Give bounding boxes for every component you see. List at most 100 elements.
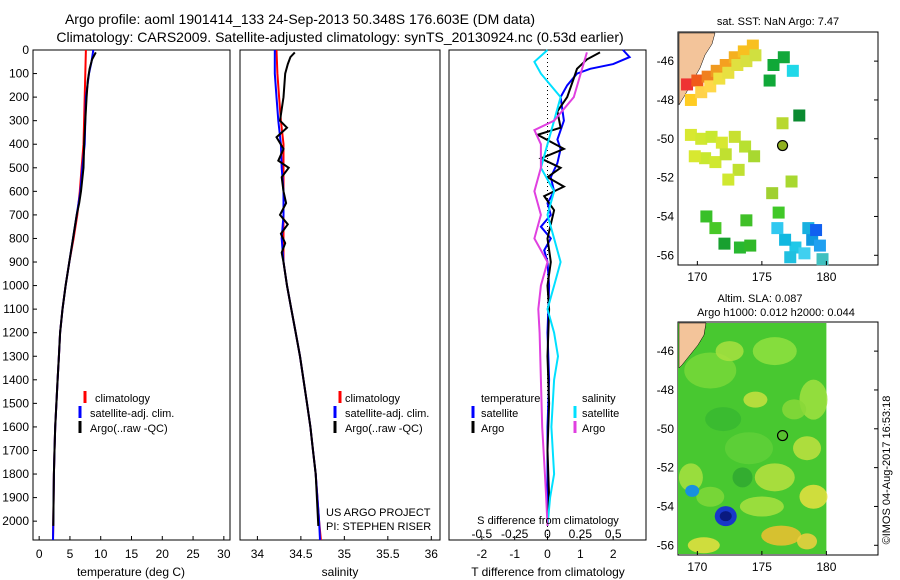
sla-anomaly-blob [782,399,807,420]
sst-map-cells [678,32,829,266]
temperature-tick-label: 20 [156,547,170,561]
s-difference-tick-label: 0 [544,527,551,541]
sst-cell [688,150,701,163]
sst-cell [798,247,811,260]
legend-label-s-argo: Argo [582,423,605,435]
legend-label-argo: Argo(..raw -QC) [345,423,423,435]
sla-anomaly-blob [793,436,822,461]
s-difference-tick-labels: -0.5 -0.25 0 0.25 0.5 [471,527,621,541]
lon-tick-label: 170 [687,270,707,284]
sla-anomaly-blob [754,463,795,492]
depth-tick-label: 800 [9,231,29,245]
depth-tick-label: 2000 [2,514,29,528]
depth-tick-label: 500 [9,161,29,175]
depth-tick-label: 1500 [2,396,29,410]
series-line-argo [52,51,97,526]
salinity-tick-label: 35 [338,547,352,561]
sst-cell [718,237,731,250]
pi-label: PI: STEPHEN RISER [326,521,431,533]
lat-tick-label: -54 [657,499,675,513]
lat-tick-label: -48 [657,383,675,397]
sst-cell [816,253,829,266]
difference-panel: -2 -1 0 1 2 -0.5 -0.25 0 0.25 0.5 S difference f… [448,49,647,579]
legend-label-climatology: climatology [345,393,401,405]
depth-tick-label: 1900 [2,491,29,505]
sst-cell [713,72,726,85]
sst-cell [776,117,789,130]
sla-map-lat-labels: -46 -48 -50 -52 -54 -56 [657,344,878,552]
legend-label-s-satellite: satellite [582,408,619,420]
s-difference-tick-label: 0.5 [605,527,622,541]
legend-label-satellite: satellite-adj. clim. [345,408,429,420]
lat-tick-label: -46 [657,344,675,358]
s-difference-tick-label: 0.25 [569,527,593,541]
sla-map-title-line1: Altim. SLA: 0.087 [718,293,803,305]
sst-cell [695,86,708,99]
t-difference-tick-label: 1 [577,547,584,561]
sst-cell [746,39,759,52]
sst-cell [785,175,798,188]
sla-anomaly-blob [739,496,784,517]
imos-watermark: ©IMOS 04-Aug-2017 16:53:18 [881,396,893,545]
depth-tick-label: 0 [22,43,29,57]
depth-tick-label: 1800 [2,467,29,481]
difference-series [533,49,632,526]
sst-cell [789,241,802,254]
sla-anomaly-blob [687,537,720,554]
depth-tick-labels: 0 100 200 300 400 500 600 700 800 900 1000 1100 1200… [2,43,37,528]
temperature-panel: 0100200300400500600700800900100011001200… [2,43,231,579]
sst-map-title: sat. SST: NaN Argo: 7.47 [717,16,839,28]
lon-tick-label: 180 [816,270,836,284]
sst-cell [767,59,780,72]
temperature-tick-label: 0 [36,547,43,561]
sla-low-core [719,511,732,522]
lon-tick-label: 175 [752,560,772,574]
series-line-argo [275,51,320,526]
sst-cell [728,130,741,143]
temperature-tick-label: 5 [67,547,74,561]
sst-cell [793,109,806,122]
sla-anomaly-blob [715,341,744,362]
sst-cell [749,49,762,62]
salinity-tick-label: 34.5 [289,547,313,561]
sla-low-blob-small [685,484,700,497]
series-line-s_satellite [533,49,562,526]
legend-title-salinity: salinity [582,393,616,405]
lat-tick-label: -52 [657,461,675,475]
sst-cell [722,173,735,186]
sst-cell [695,132,708,145]
depth-tick-label: 600 [9,184,29,198]
sst-cell [719,148,732,161]
sla-anomaly-blob [678,463,703,492]
legend-label-climatology: climatology [95,393,151,405]
sst-cell [779,233,792,246]
salinity-series [273,49,322,541]
depth-tick-label: 1600 [2,420,29,434]
sst-cell [704,80,717,93]
salinity-plot-frame [239,49,441,541]
land-shape [678,322,707,369]
depth-tick-label: 400 [9,137,29,151]
sst-cell [700,210,713,223]
salinity-xlabel: salinity [322,565,359,579]
sst-cell [784,251,797,264]
lat-tick-label: -50 [657,422,675,436]
depth-tick-label: 900 [9,255,29,269]
t-difference-tick-label: 0 [544,547,551,561]
argo-position-marker [776,429,789,442]
temperature-plot-frame [32,49,231,541]
depth-tick-label: 1000 [2,279,29,293]
sst-cell [763,74,776,87]
depth-tick-label: 1100 [3,302,29,316]
lat-tick-label: -48 [657,93,675,107]
series-line-s_argo [533,52,588,526]
depth-tick-label: 700 [9,208,29,222]
sst-cell [740,55,753,68]
sst-cell [813,239,826,252]
t-difference-tick-label: -2 [476,547,487,561]
salinity-tick-labels: 34 34.5 35 35.5 36 [251,536,438,561]
sst-cell [684,128,697,141]
legend-label-t-satellite: satellite [481,408,518,420]
sst-cell [731,59,744,72]
figure-title-line1: Argo profile: aoml 1901414_133 24-Sep-20… [65,11,535,27]
